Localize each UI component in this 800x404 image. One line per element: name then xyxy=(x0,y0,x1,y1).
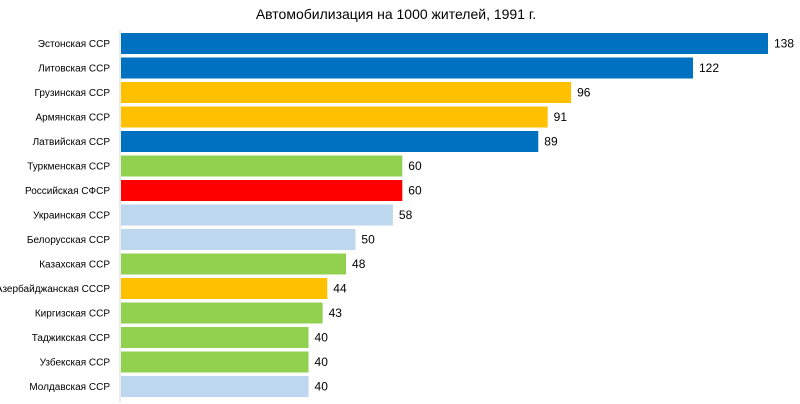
category-label: Армянская ССР xyxy=(35,113,110,124)
bar xyxy=(121,253,347,275)
value-label: 48 xyxy=(352,257,366,271)
value-label: 60 xyxy=(408,159,422,173)
category-label: Грузинская ССР xyxy=(35,88,111,99)
bar xyxy=(121,180,403,201)
value-label: 58 xyxy=(399,208,413,222)
value-label: 40 xyxy=(315,380,329,394)
bar xyxy=(121,278,328,299)
bar xyxy=(121,131,539,152)
category-label: Казахская ССР xyxy=(39,260,110,271)
bars-group xyxy=(121,33,768,397)
value-label: 89 xyxy=(544,135,558,149)
category-label: Азербайджанская СССР xyxy=(0,283,110,295)
category-label: Российская СФСР xyxy=(25,186,110,197)
value-label: 43 xyxy=(329,306,343,320)
value-label: 60 xyxy=(408,184,422,198)
category-label: Узбекская ССР xyxy=(40,357,111,369)
bar xyxy=(121,376,309,397)
bar xyxy=(121,327,309,348)
category-label: Туркменская ССР xyxy=(27,162,110,173)
category-label: Латвийская ССР xyxy=(33,137,111,148)
bar xyxy=(121,351,309,373)
bar xyxy=(121,229,356,250)
bar xyxy=(121,204,393,226)
value-label: 40 xyxy=(315,331,329,345)
value-label: 40 xyxy=(315,355,329,369)
category-label: Эстонская ССР xyxy=(38,39,111,50)
bar xyxy=(121,106,548,128)
category-label: Киргизская ССР xyxy=(35,309,110,320)
value-label: 44 xyxy=(333,282,347,296)
category-label: Украинская ССР xyxy=(33,211,110,222)
value-label: 122 xyxy=(699,61,719,75)
chart-title: Автомобилизация на 1000 жителей, 1991 г. xyxy=(256,6,536,22)
value-label: 91 xyxy=(554,110,568,124)
category-label: Молдавская ССР xyxy=(29,382,110,393)
category-label: Литовская ССР xyxy=(38,64,110,75)
bar xyxy=(121,155,403,177)
value-label: 50 xyxy=(361,233,375,247)
category-label: Белорусская ССР xyxy=(27,235,110,246)
value-label: 96 xyxy=(577,86,591,100)
bar xyxy=(121,57,693,79)
value-label: 138 xyxy=(774,37,794,51)
category-labels-group: Эстонская ССР Литовская ССР Грузинская ССР… xyxy=(0,39,110,393)
bar xyxy=(121,302,323,324)
bar xyxy=(121,82,572,103)
category-label: Таджикская ССР xyxy=(32,333,111,344)
bar xyxy=(121,33,768,54)
